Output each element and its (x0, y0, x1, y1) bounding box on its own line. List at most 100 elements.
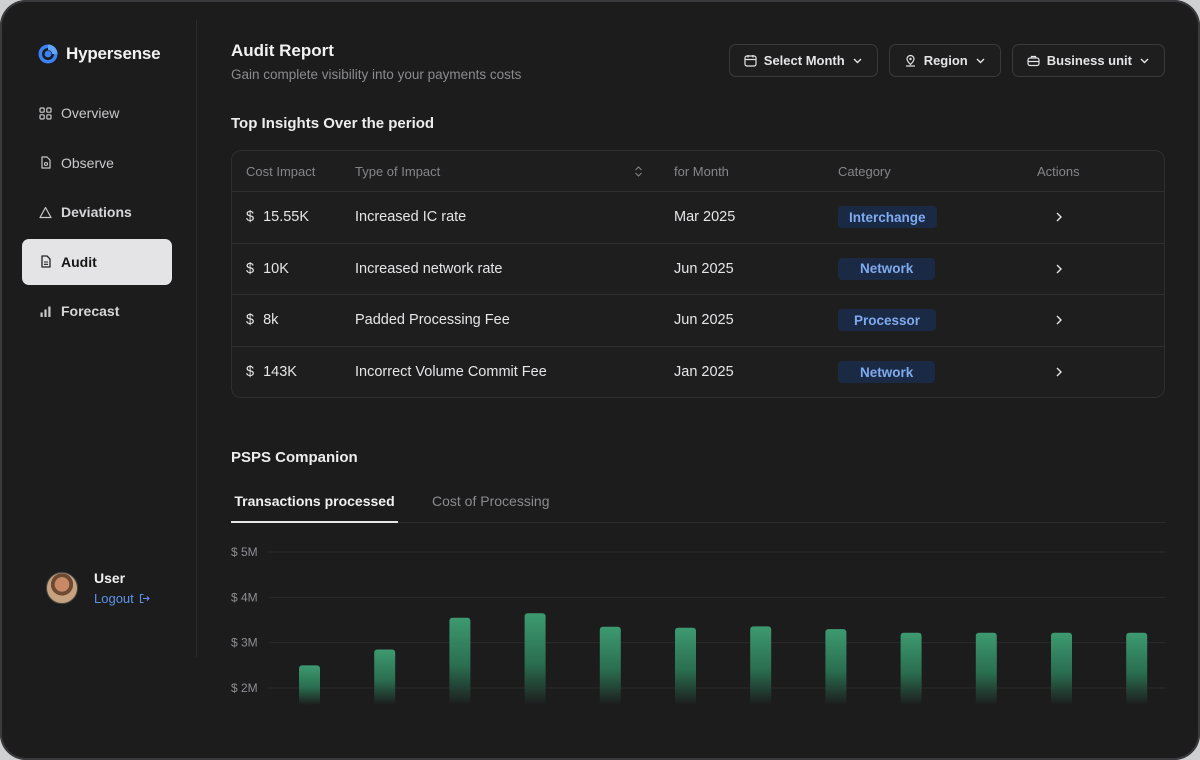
row-action-chevron-right-icon[interactable] (1054, 347, 1064, 398)
chart-bar[interactable] (1051, 632, 1072, 705)
location-pin-icon (905, 54, 915, 67)
chart-bar[interactable] (825, 629, 847, 705)
chevron-down-icon (1140, 58, 1149, 64)
cost-impact-cell: $ 8k (246, 295, 278, 346)
sidebar-item-label: Deviations (61, 204, 132, 220)
column-header-category[interactable]: Category (838, 163, 891, 179)
chart-bar[interactable] (599, 626, 621, 705)
brand-name: Hypersense (66, 44, 161, 63)
warning-icon (39, 206, 52, 218)
avatar[interactable] (46, 572, 78, 604)
logout-label: Logout (94, 591, 134, 606)
transactions-bar-chart: $ 5M $ 4M $ 3M $ 2M (231, 545, 1165, 705)
impact-type-cell: Incorrect Volume Commit Fee (355, 364, 547, 381)
currency-symbol: $ (246, 209, 255, 226)
tab-transactions-processed[interactable]: Transactions processed (231, 487, 398, 523)
sort-icon[interactable] (634, 151, 643, 191)
calendar-icon (744, 55, 757, 67)
table-row[interactable]: $ 15.55K Increased IC rate Mar 2025 Inte… (232, 192, 1164, 244)
column-header-cost-impact[interactable]: Cost Impact (246, 163, 316, 179)
column-header-type-of-impact[interactable]: Type of Impact (355, 163, 441, 179)
row-action-chevron-right-icon[interactable] (1054, 295, 1064, 346)
category-badge: Interchange (838, 206, 937, 229)
chart-bar[interactable] (449, 617, 471, 705)
tab-cost-of-processing[interactable]: Cost of Processing (432, 493, 550, 509)
bar-chart-icon (40, 306, 51, 317)
sidebar-item-label: Observe (61, 154, 114, 171)
category-cell: Network (838, 347, 936, 398)
chevron-down-icon (853, 58, 862, 64)
month-cell: Jan 2025 (674, 364, 734, 381)
chevron-down-icon (976, 58, 985, 64)
filter-label: Business unit (1046, 53, 1132, 68)
chart-bar[interactable] (1126, 632, 1148, 705)
chart-bar[interactable] (675, 627, 696, 705)
page-subtitle: Gain complete visibility into your payme… (231, 67, 522, 82)
impact-type-cell: Increased IC rate (355, 209, 467, 226)
filter-bar: Select Month Region (728, 44, 1165, 77)
user-profile: User Logout (46, 570, 150, 606)
category-cell: Processor (838, 295, 937, 346)
chart-bar[interactable] (750, 626, 772, 705)
cost-amount: 15.55K (263, 209, 310, 226)
insights-title: Top Insights Over the period (231, 115, 435, 132)
sidebar-item-audit[interactable]: Audit (22, 238, 172, 285)
sidebar-item-label: Audit (61, 253, 97, 270)
cost-amount: 143K (263, 364, 297, 381)
chart-bar[interactable] (524, 613, 546, 705)
logout-icon (139, 593, 150, 604)
document-icon (41, 156, 51, 169)
cost-impact-cell: $ 10K (246, 244, 289, 295)
row-action-chevron-right-icon[interactable] (1054, 244, 1064, 295)
companion-tabs: Transactions processed Cost of Processin… (231, 487, 1165, 523)
audit-document-icon (41, 255, 51, 268)
table-row[interactable]: $ 8k Padded Processing Fee Jun 2025 Proc… (232, 295, 1164, 347)
month-cell: Jun 2025 (674, 312, 734, 329)
logout-link[interactable]: Logout (94, 591, 150, 606)
filter-label: Region (923, 53, 968, 68)
category-badge: Network (838, 257, 936, 280)
month-cell: Mar 2025 (674, 209, 736, 226)
y-tick-label: $ 4M (231, 590, 258, 604)
column-header-actions: Actions (1037, 163, 1080, 179)
chart-bar[interactable] (374, 649, 396, 705)
category-badge: Processor (838, 309, 937, 332)
companion-title: PSPS Companion (231, 449, 358, 466)
sidebar-item-label: Overview (61, 105, 120, 121)
category-cell: Network (838, 244, 936, 295)
impact-type-cell: Padded Processing Fee (355, 312, 510, 329)
sidebar-nav: Overview Observe Deviations (22, 90, 172, 338)
region-dropdown[interactable]: Region (888, 44, 1001, 77)
currency-symbol: $ (246, 364, 255, 381)
sidebar-item-deviations[interactable]: Deviations (22, 189, 172, 235)
hypersense-logo-icon (38, 44, 58, 64)
table-row[interactable]: $ 143K Incorrect Volume Commit Fee Jan 2… (232, 347, 1164, 398)
sidebar-item-overview[interactable]: Overview (22, 90, 172, 136)
category-badge: Network (838, 361, 936, 384)
cost-amount: 8k (263, 312, 279, 329)
currency-symbol: $ (246, 260, 255, 277)
sidebar-item-forecast[interactable]: Forecast (22, 288, 172, 334)
chart-bar[interactable] (975, 632, 997, 705)
row-action-chevron-right-icon[interactable] (1054, 192, 1064, 243)
user-info: User Logout (94, 570, 150, 606)
table-header: Cost Impact Type of Impact for Month Cat… (232, 151, 1164, 192)
chart-bar[interactable] (299, 665, 320, 705)
currency-symbol: $ (246, 312, 255, 329)
table-row[interactable]: $ 10K Increased network rate Jun 2025 Ne… (232, 244, 1164, 295)
column-header-for-month[interactable]: for Month (674, 163, 729, 179)
business-unit-dropdown[interactable]: Business unit (1011, 44, 1165, 77)
brand[interactable]: Hypersense (38, 44, 161, 64)
briefcase-icon (1027, 55, 1040, 67)
sidebar-item-observe[interactable]: Observe (22, 140, 172, 186)
cost-impact-cell: $ 15.55K (246, 192, 309, 243)
select-month-dropdown[interactable]: Select Month (728, 44, 878, 77)
y-tick-label: $ 5M (231, 545, 258, 559)
sidebar-item-label: Forecast (61, 303, 120, 319)
y-tick-label: $ 3M (231, 636, 258, 650)
month-cell: Jun 2025 (674, 260, 734, 277)
user-name: User (94, 570, 126, 586)
chart-bar[interactable] (900, 632, 922, 705)
impact-type-cell: Increased network rate (355, 260, 503, 277)
filter-label: Select Month (763, 53, 845, 68)
